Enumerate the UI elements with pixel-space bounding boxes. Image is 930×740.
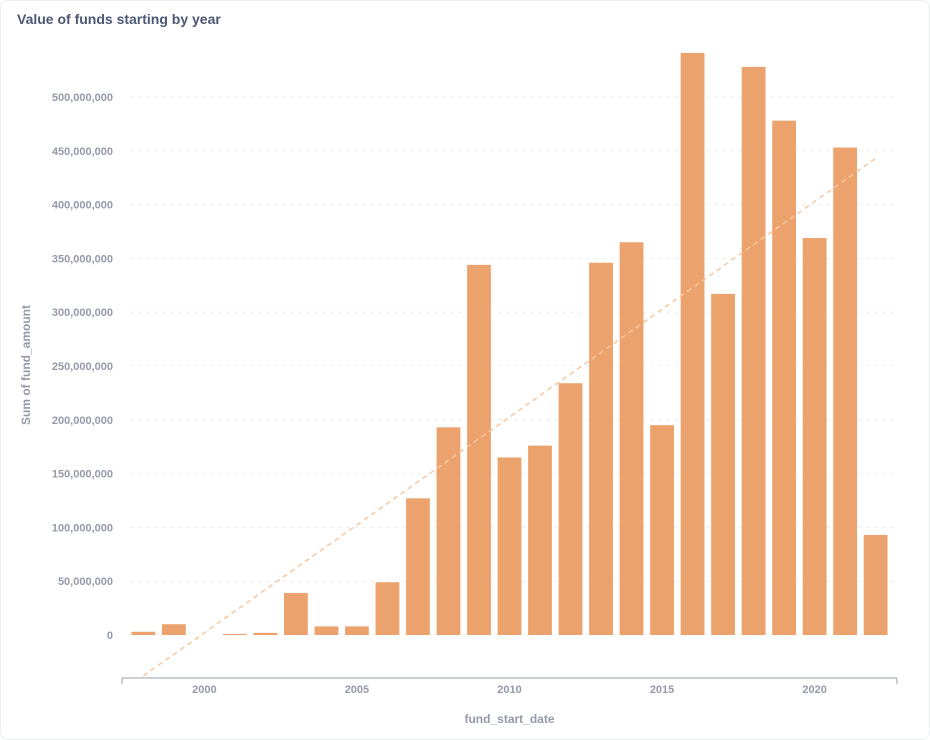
bar[interactable] bbox=[436, 427, 461, 635]
bar[interactable] bbox=[863, 534, 888, 635]
bar[interactable] bbox=[650, 425, 674, 635]
y-tick-label: 50,000,000 bbox=[58, 576, 113, 588]
bar[interactable] bbox=[131, 631, 156, 635]
y-tick-label: 0 bbox=[107, 630, 113, 642]
bar[interactable] bbox=[222, 633, 247, 635]
bar[interactable] bbox=[345, 626, 369, 635]
bar[interactable] bbox=[741, 66, 766, 635]
y-tick-label: 450,000,000 bbox=[52, 146, 113, 158]
bar[interactable] bbox=[711, 293, 735, 635]
bar[interactable] bbox=[528, 445, 552, 635]
x-axis: 2000 2005 2010 2015 2020 bbox=[121, 677, 898, 696]
trendline bbox=[142, 157, 877, 677]
x-tick-label: 2000 bbox=[192, 684, 216, 696]
y-tick-label: 350,000,000 bbox=[52, 253, 113, 265]
bar[interactable] bbox=[497, 457, 522, 635]
bar[interactable] bbox=[558, 383, 583, 635]
x-axis-label: fund_start_date bbox=[464, 712, 554, 726]
y-tick-label: 400,000,000 bbox=[52, 200, 113, 212]
x-tick-label: 2005 bbox=[345, 684, 369, 696]
y-tick-label: 200,000,000 bbox=[52, 415, 113, 427]
bar[interactable] bbox=[619, 242, 644, 635]
x-tick-label: 2015 bbox=[650, 684, 674, 696]
bar[interactable] bbox=[253, 632, 278, 635]
x-tick-label: 2020 bbox=[802, 684, 826, 696]
y-axis-label: Sum of fund_amount bbox=[19, 305, 33, 425]
bar[interactable] bbox=[589, 262, 613, 635]
y-tick-label: 300,000,000 bbox=[52, 307, 113, 319]
y-axis-ticks: 0 50,000,000 100,000,000 150,000,000 200,000… bbox=[52, 92, 113, 642]
y-tick-label: 500,000,000 bbox=[52, 92, 113, 104]
y-tick-label: 100,000,000 bbox=[52, 522, 113, 534]
x-tick-label: 2010 bbox=[497, 684, 521, 696]
bar[interactable] bbox=[161, 624, 186, 635]
bar[interactable] bbox=[467, 264, 491, 635]
y-tick-label: 250,000,000 bbox=[52, 361, 113, 373]
bar[interactable] bbox=[284, 593, 308, 635]
bar[interactable] bbox=[406, 498, 430, 635]
bar[interactable] bbox=[375, 582, 400, 635]
bar[interactable] bbox=[772, 120, 797, 635]
trendline-group bbox=[142, 157, 877, 677]
bars bbox=[131, 52, 888, 636]
bar[interactable] bbox=[314, 626, 339, 635]
y-tick-label: 150,000,000 bbox=[52, 469, 113, 481]
bar[interactable] bbox=[833, 147, 858, 635]
bar[interactable] bbox=[802, 237, 827, 635]
chart-title[interactable]: Value of funds starting by year bbox=[17, 11, 221, 27]
bar[interactable] bbox=[680, 52, 705, 636]
